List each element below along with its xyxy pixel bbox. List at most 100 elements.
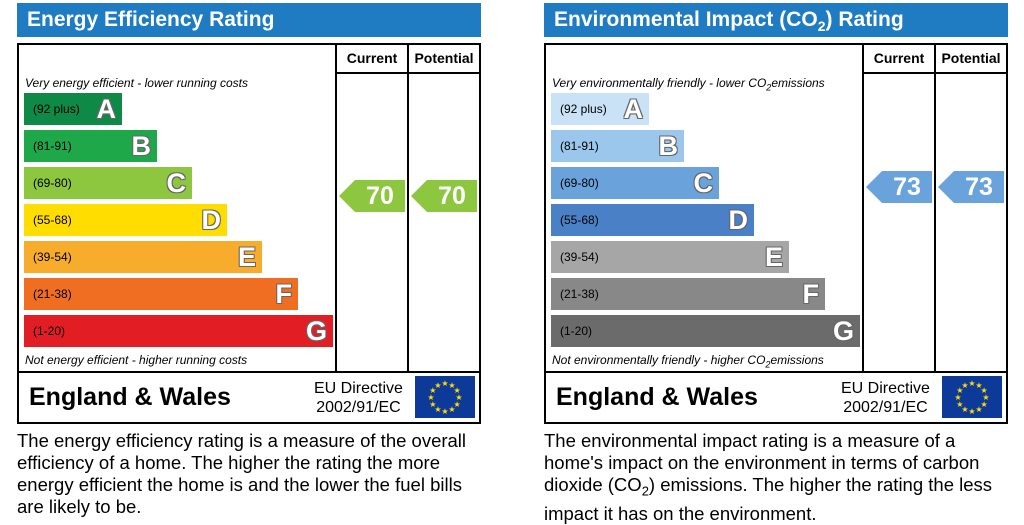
band-range-label: (81-91) — [560, 139, 599, 153]
rating-band-d: (55-68) D — [24, 204, 227, 236]
rating-band-g: (1-20) G — [551, 315, 860, 347]
band-range-label: (21-38) — [33, 287, 72, 301]
svg-text:★: ★ — [982, 393, 989, 402]
svg-text:★: ★ — [961, 405, 968, 414]
country-label: England & Wales — [29, 383, 231, 411]
svg-text:★: ★ — [454, 386, 461, 395]
rating-band-g: (1-20) G — [24, 315, 333, 347]
band-letter: G — [832, 316, 854, 346]
band-range-label: (92 plus) — [560, 102, 607, 116]
rating-band-b: (81-91) B — [551, 130, 684, 162]
energy-current-value: 70 — [366, 182, 394, 210]
energy-chart-box: Current Potential Very energy efficient … — [17, 43, 481, 373]
directive-line-1: EU Directive — [841, 380, 930, 397]
environment-current-indicator: 73 — [866, 171, 932, 203]
energy-title: Energy Efficiency Rating — [17, 3, 481, 37]
svg-text:★: ★ — [968, 379, 975, 388]
rating-band-a: (92 plus) A — [551, 93, 649, 125]
environment-potential-indicator: 73 — [938, 171, 1004, 203]
band-letter: A — [623, 94, 644, 124]
band-letter: D — [201, 205, 222, 235]
environment-title: Environmental Impact (CO2) Rating — [544, 3, 1008, 37]
energy-efficiency-panel: Energy Efficiency Rating Current Potenti… — [17, 0, 481, 519]
svg-text:★: ★ — [434, 381, 441, 390]
band-letter: C — [166, 168, 187, 198]
energy-potential-indicator: 70 — [411, 180, 477, 212]
band-letter: E — [237, 242, 256, 272]
band-letter: G — [305, 316, 327, 346]
svg-text:★: ★ — [975, 405, 982, 414]
directive-line-1: EU Directive — [314, 380, 403, 397]
svg-text:★: ★ — [981, 386, 988, 395]
environment-description: The environmental impact rating is a mea… — [544, 430, 993, 524]
environment-footer: England & Wales EU Directive 2002/91/EC … — [544, 373, 1008, 424]
svg-text:★: ★ — [968, 407, 975, 416]
rating-band-d: (55-68) D — [551, 204, 754, 236]
svg-text:★: ★ — [434, 405, 441, 414]
rating-band-e: (39-54) E — [24, 241, 262, 273]
band-range-label: (55-68) — [560, 213, 599, 227]
energy-bottom-caption: Not energy efficient - higher running co… — [25, 353, 248, 367]
rating-band-a: (92 plus) A — [24, 93, 122, 125]
eu-directive: EU Directive 2002/91/EC — [841, 379, 930, 417]
band-letter: D — [728, 205, 749, 235]
svg-text:★: ★ — [429, 400, 436, 409]
svg-text:★: ★ — [441, 407, 448, 416]
arrow-icon — [411, 180, 477, 212]
svg-text:★: ★ — [975, 381, 982, 390]
country-label: England & Wales — [556, 383, 758, 411]
svg-text:★: ★ — [448, 381, 455, 390]
rating-band-e: (39-54) E — [551, 241, 789, 273]
svg-text:★: ★ — [956, 386, 963, 395]
band-letter: B — [131, 131, 152, 161]
environment-bottom-caption: Not environmentally friendly - higher CO… — [552, 353, 824, 370]
band-letter: A — [96, 94, 117, 124]
svg-text:★: ★ — [981, 400, 988, 409]
environmental-impact-panel: Environmental Impact (CO2) Rating Curren… — [544, 0, 1008, 524]
band-letter: F — [802, 279, 820, 309]
environment-top-caption: Very environmentally friendly - lower CO… — [552, 76, 825, 93]
band-range-label: (1-20) — [33, 324, 66, 338]
energy-potential-value: 70 — [438, 182, 466, 210]
svg-text:★: ★ — [956, 400, 963, 409]
band-range-label: (1-20) — [560, 324, 593, 338]
band-range-label: (81-91) — [33, 139, 72, 153]
rating-band-c: (69-80) C — [551, 167, 719, 199]
directive-line-2: 2002/91/EC — [843, 399, 928, 416]
svg-text:★: ★ — [454, 400, 461, 409]
band-range-label: (39-54) — [560, 250, 599, 264]
band-range-label: (69-80) — [560, 176, 599, 190]
svg-text:★: ★ — [455, 393, 462, 402]
band-letter: F — [275, 279, 293, 309]
current-column-header: Current — [346, 50, 398, 66]
svg-text:★: ★ — [961, 381, 968, 390]
band-letter: C — [693, 168, 714, 198]
energy-description: The energy efficiency rating is a measur… — [17, 430, 467, 517]
eu-flag-icon: ★ ★ ★ ★ ★ ★ ★ ★ ★ ★ ★ ★ — [942, 376, 1002, 418]
arrow-icon — [938, 171, 1004, 203]
rating-band-f: (21-38) F — [551, 278, 825, 310]
band-range-label: (92 plus) — [33, 102, 80, 116]
potential-column-header: Potential — [414, 50, 474, 66]
environment-potential-value: 73 — [965, 173, 993, 201]
rating-band-c: (69-80) C — [24, 167, 192, 199]
band-range-label: (21-38) — [560, 287, 599, 301]
svg-text:★: ★ — [448, 405, 455, 414]
rating-band-f: (21-38) F — [24, 278, 298, 310]
energy-current-indicator: 70 — [339, 180, 405, 212]
header-divider — [336, 72, 479, 74]
environment-current-value: 73 — [893, 173, 921, 201]
column-divider — [862, 45, 864, 371]
svg-text:★: ★ — [441, 379, 448, 388]
band-letter: B — [658, 131, 679, 161]
eu-directive: EU Directive 2002/91/EC — [314, 379, 403, 417]
band-range-label: (55-68) — [33, 213, 72, 227]
column-divider — [335, 45, 337, 371]
column-divider — [934, 45, 936, 371]
directive-line-2: 2002/91/EC — [316, 399, 401, 416]
arrow-icon — [339, 180, 405, 212]
column-divider — [407, 45, 409, 371]
energy-footer: England & Wales EU Directive 2002/91/EC … — [17, 373, 481, 424]
arrow-icon — [866, 171, 932, 203]
environment-chart-box: Current Potential Very environmentally f… — [544, 43, 1008, 373]
